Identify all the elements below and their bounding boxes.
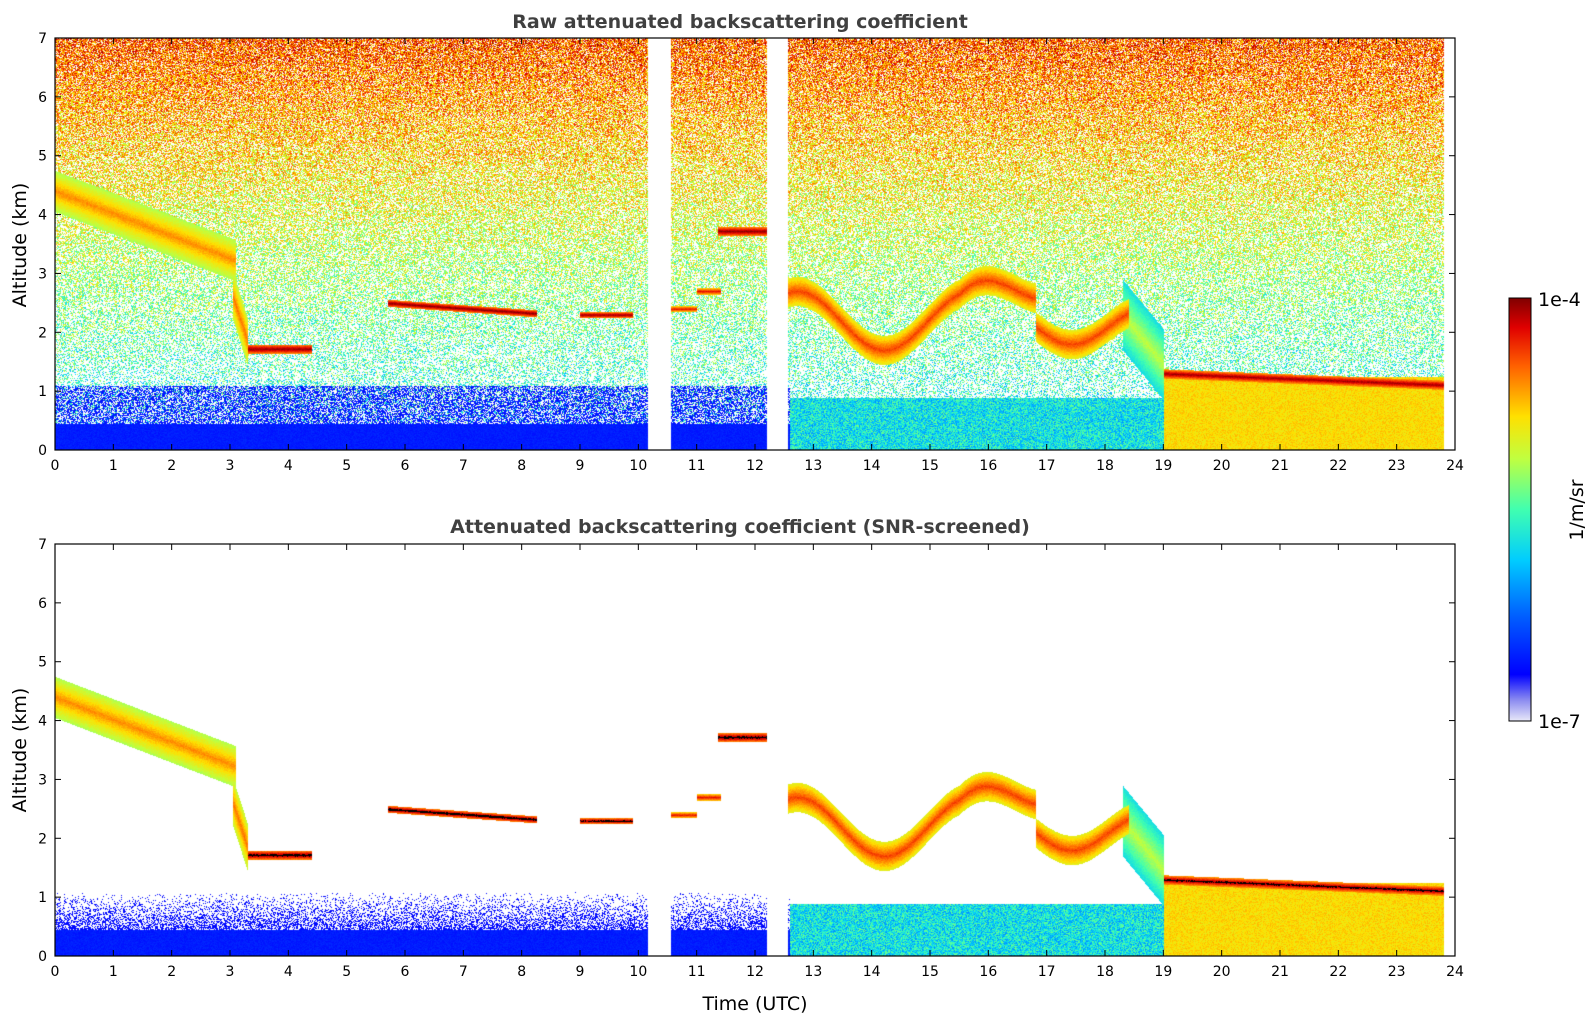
x-tick-label: 13 (804, 458, 822, 474)
y-tick-label: 0 (38, 443, 47, 459)
x-tick-label: 11 (688, 458, 706, 474)
x-tick-label: 18 (1096, 458, 1114, 474)
y-tick-label: 1 (38, 890, 47, 906)
colorbar-min-label: 1e-7 (1538, 711, 1581, 733)
panel-screened: Attenuated backscattering coefficient (S… (9, 516, 1464, 1015)
ticks-screened: 0 1 2 3 4 5 6 7 8 9 10 11 12 13 14 15 16 17 18 19 20 21 22 23 24… (38, 537, 1464, 980)
x-tick-label: 7 (459, 458, 468, 474)
x-tick-label: 22 (1329, 964, 1347, 980)
x-tick-label: 17 (1038, 964, 1056, 980)
colorbar: 1e-4 1e-7 1/m/sr (1508, 289, 1588, 733)
x-tick-label: 3 (226, 458, 235, 474)
heatmap-raw (55, 38, 1455, 450)
colorbar-max-label: 1e-4 (1538, 289, 1581, 311)
panel-raw: Raw attenuated backscattering coefficien… (9, 11, 1464, 474)
x-tick-label: 9 (576, 458, 585, 474)
x-tick-label: 4 (284, 458, 293, 474)
y-tick-label: 6 (38, 90, 47, 106)
y-tick-label: 5 (38, 149, 47, 165)
x-tick-label: 15 (921, 964, 939, 980)
x-tick-label: 2 (167, 964, 176, 980)
x-tick-label: 8 (517, 964, 526, 980)
x-tick-label: 14 (863, 964, 881, 980)
colorbar-unit-label: 1/m/sr (1566, 479, 1588, 540)
y-tick-label: 1 (38, 384, 47, 400)
panel-title-screened: Attenuated backscattering coefficient (S… (450, 516, 1030, 538)
x-tick-label: 16 (979, 964, 997, 980)
x-tick-label: 1 (109, 964, 118, 980)
y-tick-label: 4 (38, 208, 47, 224)
x-tick-label: 13 (804, 964, 822, 980)
y-tick-label: 3 (38, 266, 47, 282)
x-tick-label: 0 (51, 964, 60, 980)
x-tick-label: 21 (1271, 458, 1289, 474)
y-tick-label: 5 (38, 655, 47, 671)
x-tick-label: 20 (1213, 964, 1231, 980)
ticks-raw: 0 1 2 3 4 5 6 7 8 9 10 11 12 13 14 15 16 17 18 19 20 21 22 23 24… (38, 31, 1464, 474)
x-tick-label: 9 (576, 964, 585, 980)
x-tick-label: 21 (1271, 964, 1289, 980)
x-tick-label: 15 (921, 458, 939, 474)
x-tick-label: 11 (688, 964, 706, 980)
x-tick-label: 16 (979, 458, 997, 474)
y-axis-label-raw: Altitude (km) (9, 183, 31, 308)
x-tick-label: 20 (1213, 458, 1231, 474)
x-tick-label: 18 (1096, 964, 1114, 980)
x-tick-label: 5 (342, 458, 351, 474)
y-tick-label: 7 (38, 31, 47, 47)
x-tick-label: 23 (1388, 964, 1406, 980)
x-tick-label: 19 (1154, 458, 1172, 474)
y-tick-label: 6 (38, 596, 47, 612)
x-tick-label: 5 (342, 964, 351, 980)
x-tick-label: 10 (629, 458, 647, 474)
y-tick-label: 2 (38, 831, 47, 847)
x-tick-label: 19 (1154, 964, 1172, 980)
x-tick-label: 17 (1038, 458, 1056, 474)
x-tick-label: 24 (1446, 964, 1464, 980)
panel-title-raw: Raw attenuated backscattering coefficien… (512, 11, 968, 33)
x-tick-label: 7 (459, 964, 468, 980)
x-tick-label: 2 (167, 458, 176, 474)
y-tick-label: 7 (38, 537, 47, 553)
x-tick-label: 12 (746, 964, 764, 980)
y-tick-label: 2 (38, 325, 47, 341)
x-tick-label: 6 (401, 458, 410, 474)
y-tick-label: 0 (38, 949, 47, 965)
x-tick-label: 3 (226, 964, 235, 980)
x-tick-label: 6 (401, 964, 410, 980)
x-tick-label: 22 (1329, 458, 1347, 474)
y-tick-label: 4 (38, 714, 47, 730)
y-axis-label-screened: Altitude (km) (9, 688, 31, 813)
colorbar-gradient (1508, 297, 1532, 722)
x-tick-label: 1 (109, 458, 118, 474)
x-tick-label: 0 (51, 458, 60, 474)
x-axis-label: Time (UTC) (701, 993, 807, 1015)
x-tick-label: 23 (1388, 458, 1406, 474)
x-tick-label: 12 (746, 458, 764, 474)
x-tick-label: 8 (517, 458, 526, 474)
x-tick-label: 10 (629, 964, 647, 980)
heatmap-screened (55, 544, 1455, 956)
x-tick-label: 24 (1446, 458, 1464, 474)
x-tick-label: 4 (284, 964, 293, 980)
x-tick-label: 14 (863, 458, 881, 474)
y-tick-label: 3 (38, 772, 47, 788)
